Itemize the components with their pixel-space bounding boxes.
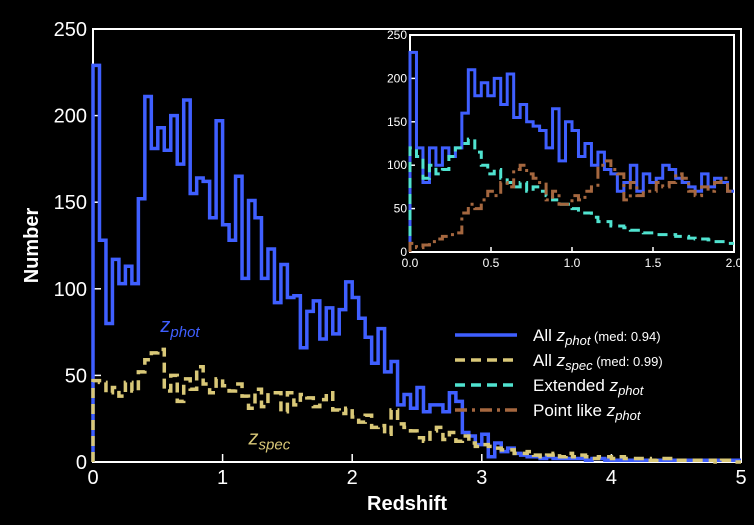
inset-plot: 0.0 0.5 1.0 1.5 2.0 0 50 100 150 200 250 bbox=[387, 28, 743, 270]
inset-x-tick-label: 0.5 bbox=[483, 256, 500, 270]
main-x-tick-label: 3 bbox=[476, 467, 487, 489]
main-y-tick-label: 250 bbox=[54, 19, 87, 41]
inset-y-tick-label: 200 bbox=[387, 71, 407, 85]
inset-x-tick-label: 2.0 bbox=[726, 256, 743, 270]
main-y-tick-label: 50 bbox=[65, 365, 87, 387]
main-y-tick-label: 0 bbox=[76, 452, 87, 474]
main-y-tick-label: 150 bbox=[54, 192, 87, 214]
inset-plot-frame bbox=[409, 34, 735, 253]
inset-series-all-z-phot bbox=[408, 50, 734, 252]
inset-y-tick-label: 100 bbox=[387, 158, 407, 172]
main-x-tick-label: 5 bbox=[735, 467, 746, 489]
legend-label-2: Extended zphot bbox=[533, 376, 645, 398]
inset-y-tick-label: 150 bbox=[387, 115, 407, 129]
main-x-tick-label: 0 bbox=[87, 467, 98, 489]
main-y-tick-label: 100 bbox=[54, 279, 87, 301]
inset-x-tick-label: 0.0 bbox=[402, 256, 419, 270]
main-x-tick-label: 1 bbox=[217, 467, 228, 489]
inset-y-tick-label: 0 bbox=[400, 245, 407, 259]
inset-series-point-like-z-phot bbox=[408, 159, 734, 252]
inset-x-tick-label: 1.0 bbox=[564, 256, 581, 270]
main-y-tick-label: 200 bbox=[54, 106, 87, 128]
main-series-all-z-spec bbox=[91, 347, 741, 464]
inset-y-tick-label: 50 bbox=[394, 202, 408, 216]
annotation-z-phot: zphot bbox=[159, 315, 200, 341]
annotation-z-spec: zspec bbox=[248, 428, 291, 454]
inset-x-tick-label: 1.5 bbox=[645, 256, 662, 270]
x-axis-title: Redshift bbox=[367, 493, 447, 515]
main-x-tick-label: 2 bbox=[347, 467, 358, 489]
main-x-tick-label: 4 bbox=[606, 467, 617, 489]
legend-label-3: Point like zphot bbox=[533, 401, 642, 423]
legend: All zphot (med: 0.94) All zspec (med: 0.9… bbox=[455, 326, 663, 423]
legend-label-1: All zspec (med: 0.99) bbox=[533, 351, 663, 373]
inset-y-tick-label: 250 bbox=[387, 28, 407, 42]
y-axis-title: Number bbox=[21, 208, 43, 284]
legend-label-0: All zphot (med: 0.94) bbox=[533, 326, 661, 348]
